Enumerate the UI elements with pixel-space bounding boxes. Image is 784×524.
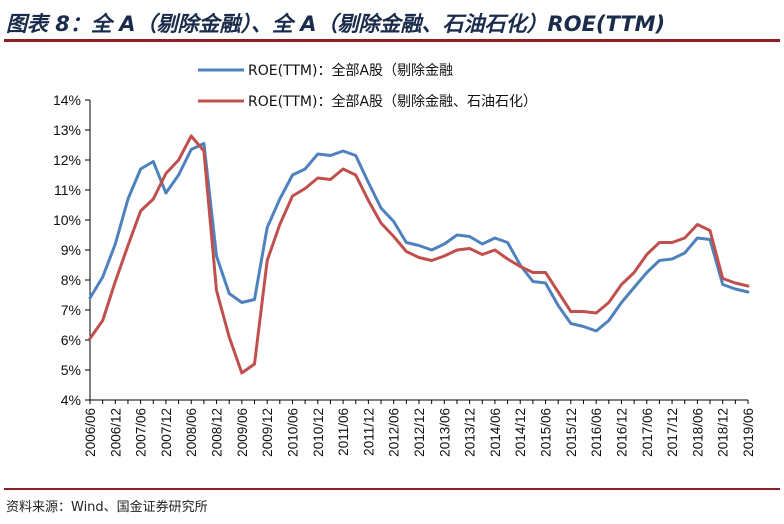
x-tick-label: 2009/06 xyxy=(235,408,250,457)
y-tick-label: 12% xyxy=(53,152,81,168)
x-tick-label: 2006/12 xyxy=(108,408,123,457)
x-tick-label: 2018/06 xyxy=(690,408,705,457)
y-tick-label: 5% xyxy=(61,362,81,378)
x-tick-label: 2015/06 xyxy=(539,408,554,457)
x-tick-label: 2010/06 xyxy=(285,408,300,457)
x-tick-label: 2010/12 xyxy=(311,408,326,457)
x-tick-label: 2007/06 xyxy=(134,408,149,457)
x-tick-label: 2012/12 xyxy=(412,408,427,457)
x-tick-label: 2014/06 xyxy=(488,408,503,457)
y-tick-label: 11% xyxy=(54,182,81,198)
x-tick-label: 2011/06 xyxy=(336,408,351,456)
series-line-1 xyxy=(88,142,750,333)
legend-label-1: ROE(TTM)：全部A股（剔除金融 xyxy=(248,62,453,79)
x-tick-label: 2014/12 xyxy=(513,408,528,457)
y-tick-label: 13% xyxy=(53,122,81,138)
legend: ROE(TTM)：全部A股（剔除金融 ROE(TTM)：全部A股（剔除金融、石油石… xyxy=(198,62,537,110)
x-tick-label: 2012/06 xyxy=(387,408,402,457)
x-tick-label: 2016/12 xyxy=(614,408,629,457)
x-tick-label: 2018/12 xyxy=(716,408,731,457)
series-line-2 xyxy=(88,134,750,375)
y-tick-label: 9% xyxy=(61,242,81,258)
y-tick-label: 8% xyxy=(61,272,81,288)
x-tick-label: 2017/06 xyxy=(640,408,655,457)
source-note: 资料来源：Wind、国金证券研究所 xyxy=(6,500,208,515)
x-tick-label: 2017/12 xyxy=(665,408,680,457)
x-tick-label: 2016/06 xyxy=(589,408,604,457)
title-rule xyxy=(4,39,780,42)
footer-rule xyxy=(4,488,780,490)
plot-lines xyxy=(88,134,750,375)
title-bar: 图表 8：全 A（剔除金融）、全 A（剔除金融、石油石化）ROE(TTM) xyxy=(0,0,784,46)
x-tick-label: 2015/12 xyxy=(564,408,579,457)
x-tick-label: 2011/12 xyxy=(361,408,376,456)
x-tick-label: 2013/12 xyxy=(463,408,478,457)
x-tick-label: 2006/06 xyxy=(83,408,98,457)
chart-title: 图表 8：全 A（剔除金融）、全 A（剔除金融、石油石化）ROE(TTM) xyxy=(6,12,666,36)
y-tick-label: 7% xyxy=(61,302,81,318)
y-tick-label: 4% xyxy=(61,392,81,408)
y-tick-label: 6% xyxy=(61,332,81,348)
x-tick-label: 2008/06 xyxy=(184,408,199,457)
x-tick-label: 2019/06 xyxy=(741,408,756,457)
y-tick-label: 14% xyxy=(53,92,81,108)
x-tick-label: 2013/06 xyxy=(437,408,452,457)
x-axis: 2006/06 2006/12 2007/06 2007/12 2008/06 2008/… xyxy=(83,399,756,457)
legend-label-2: ROE(TTM)：全部A股（剔除金融、石油石化） xyxy=(248,93,537,110)
y-tick-label: 10% xyxy=(53,212,81,228)
y-axis: 4% 5% 6% 7% 8% 9% 10% 11% 12% 13% 14% xyxy=(53,92,91,408)
x-tick-label: 2009/12 xyxy=(260,408,275,457)
x-tick-label: 2007/12 xyxy=(159,408,174,457)
x-tick-label: 2008/12 xyxy=(210,408,225,457)
